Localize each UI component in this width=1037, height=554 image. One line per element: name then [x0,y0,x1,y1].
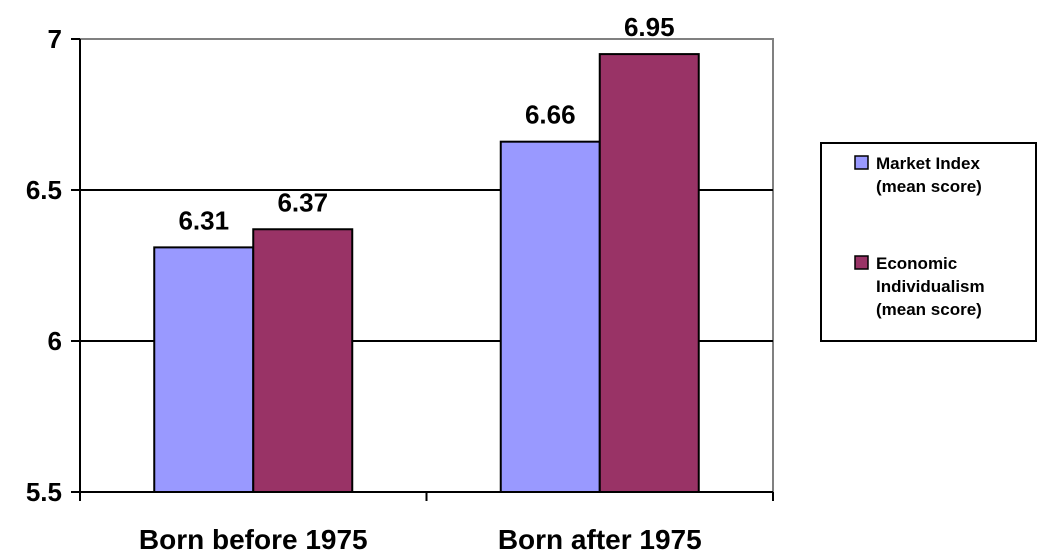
legend-label: Economic [876,254,957,273]
legend-swatch [854,155,869,170]
legend-label: Market Index [876,154,980,173]
data-label: 6.95 [624,12,675,42]
legend-swatch [854,255,869,270]
data-label: 6.66 [525,100,576,130]
legend: Market Index (mean score) Economic Individu… [820,142,1037,342]
data-label: 6.37 [277,187,328,217]
legend-label: (mean score) [876,300,982,319]
category-label: Born before 1975 [139,524,368,554]
category-label: Born after 1975 [498,524,702,554]
y-tick-label: 6 [48,326,62,356]
y-tick-label: 5.5 [26,477,62,507]
legend-box [820,142,1037,342]
data-label: 6.31 [178,205,229,235]
y-tick-label: 7 [48,24,62,54]
legend-label: Individualism [876,277,985,296]
bar [153,246,255,493]
bar [499,140,601,493]
y-tick-label: 6.5 [26,175,62,205]
legend-label: (mean score) [876,177,982,196]
bar [252,228,354,493]
bar [598,53,700,493]
plot-area: 5.5 6 6.5 7 6.31 6.37 Born before 1975 6.66 6.95… [26,12,774,554]
